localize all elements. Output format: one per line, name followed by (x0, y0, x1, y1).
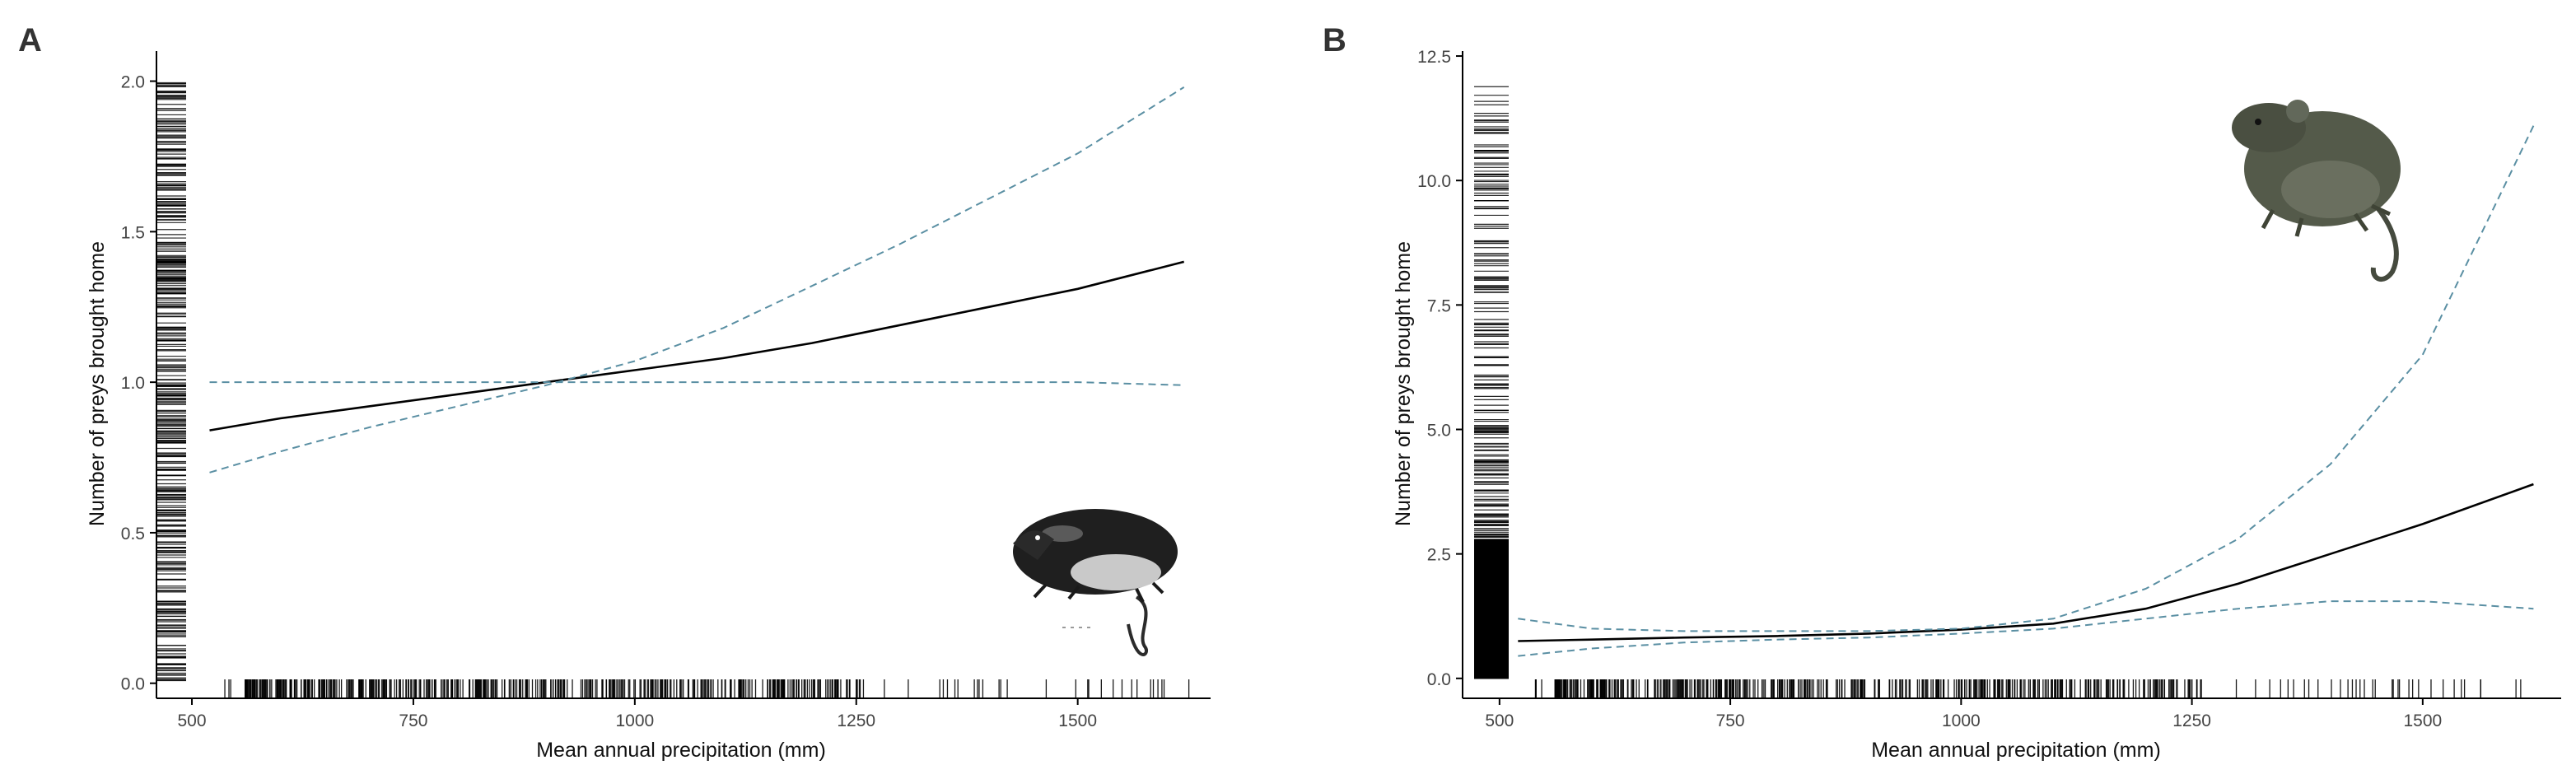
panel-a: A Number of preys brought home Mean annu… (18, 22, 1211, 762)
panel-b-ylabel: Number of preys brought home (1392, 241, 1415, 526)
panel-b-y-tick-label: 5.0 (1427, 422, 1451, 441)
panel-b-ci-band-line (1518, 125, 2535, 632)
panel-a-y-rug (156, 82, 186, 682)
panel-a-fit-line (209, 260, 1185, 431)
panel-a-x-rug (224, 679, 1190, 698)
panel-a-y-tick-label: 0.5 (121, 525, 145, 543)
panel-b-x-tick-label: 750 (1716, 711, 1745, 730)
panel-b-y-tick-label: 2.5 (1427, 546, 1451, 565)
panel-b-fit-line (1518, 483, 2534, 642)
panel-b-ci-band-line (1518, 600, 2534, 657)
panel-b-series (1518, 125, 2535, 657)
panel-b-xlabel: Mean annual precipitation (mm) (1871, 739, 2161, 762)
panel-a-ylabel: Number of preys brought home (86, 241, 109, 526)
vole-image (2232, 100, 2401, 282)
panel-a-x-tick-label: 1250 (837, 711, 875, 730)
panel-b-y-tick-label: 12.5 (1417, 48, 1451, 67)
panel-b-x-ticks: 500 750 1000 1250 1500 (1485, 698, 2442, 730)
panel-b-y-rug-dense-block (1474, 539, 1509, 679)
panel-a-xlabel: Mean annual precipitation (mm) (536, 739, 826, 762)
panel-b: B Number of preys brought home Mean annu… (1323, 22, 2561, 762)
panel-a-y-tick-label: 0.0 (121, 675, 145, 694)
panel-a-x-tick-label: 500 (178, 711, 207, 730)
panel-b-x-tick-label: 1250 (2172, 711, 2211, 730)
panel-a-letter: A (18, 22, 42, 58)
panel-a-y-tick-label: 1.0 (121, 374, 145, 393)
panel-b-x-tick-label: 1500 (2403, 711, 2442, 730)
panel-a-y-ticks: 0.0 0.5 1.0 1.5 2.0 (121, 73, 156, 694)
panel-b-y-ticks: 0.0 2.5 5.0 7.5 10.0 12.5 (1417, 48, 1463, 689)
panel-a-x-tick-label: 750 (399, 711, 427, 730)
panel-a-y-tick-label: 2.0 (121, 73, 145, 92)
panel-a-series (209, 86, 1185, 473)
panel-a-ci-band-line (209, 86, 1185, 473)
panel-a-x-tick-label: 1500 (1058, 711, 1097, 730)
panel-b-y-rug (1474, 86, 1509, 679)
panel-a-x-ticks: 500 750 1000 1250 1500 (178, 698, 1097, 730)
panel-b-x-rug (1534, 679, 2522, 698)
panel-b-y-tick-label: 0.0 (1427, 670, 1451, 689)
panel-b-y-tick-label: 7.5 (1427, 296, 1451, 315)
shrew-image (1013, 509, 1178, 656)
panel-b-y-tick-label: 10.0 (1417, 172, 1451, 191)
panel-b-x-tick-label: 1000 (1942, 711, 1981, 730)
panel-b-letter: B (1323, 22, 1346, 58)
panel-a-y-tick-label: 1.5 (121, 223, 145, 242)
panel-a-ci-band-line (209, 381, 1184, 386)
panel-b-x-tick-label: 500 (1485, 711, 1514, 730)
panel-a-x-tick-label: 1000 (615, 711, 654, 730)
